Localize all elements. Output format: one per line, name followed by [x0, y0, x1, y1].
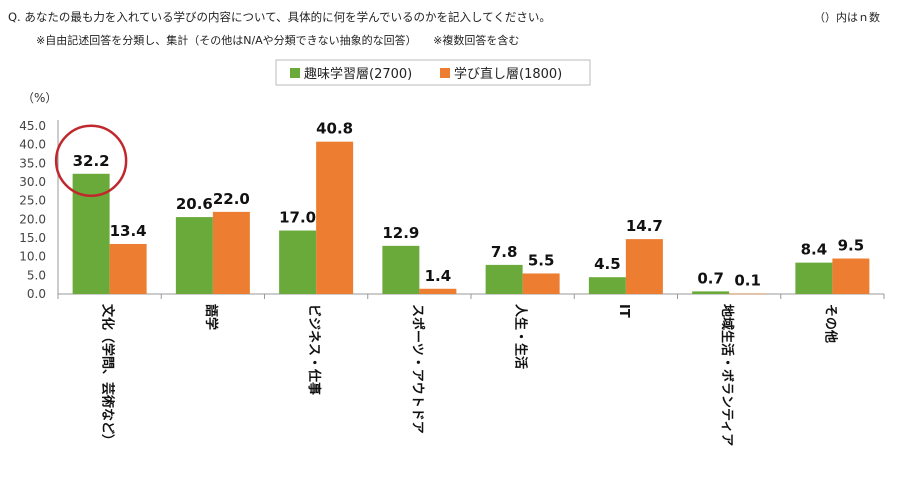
y-tick-label: 40.0 — [19, 138, 46, 152]
y-tick-label: 15.0 — [19, 231, 46, 245]
bar — [692, 291, 730, 294]
bar — [419, 288, 457, 294]
bar — [279, 230, 317, 294]
question-text: Q. あなたの最も力を入れている学びの内容について、具体的に何を学んでいるのかを… — [8, 10, 551, 24]
legend-swatch — [440, 68, 450, 78]
x-category-label: その他 — [822, 304, 838, 343]
bar — [485, 264, 523, 294]
sample-size-note: （）内はｎ数 — [814, 11, 880, 24]
data-label: 40.8 — [316, 120, 353, 138]
bar — [832, 258, 870, 294]
bar — [795, 262, 833, 294]
bar — [175, 217, 213, 294]
bar — [109, 243, 147, 294]
x-category-label: IT — [616, 304, 631, 318]
x-category-label: 地域生活・ボランティア — [719, 304, 735, 446]
bar — [212, 211, 250, 294]
bar — [588, 277, 626, 294]
data-label: 4.5 — [594, 255, 621, 273]
bar — [382, 245, 420, 294]
data-label: 22.0 — [213, 190, 250, 208]
legend-box — [275, 59, 591, 86]
data-label: 13.4 — [110, 222, 147, 240]
data-label: 0.7 — [697, 269, 724, 287]
legend-label: 学び直し層(1800) — [454, 66, 562, 82]
legend-swatch — [290, 68, 300, 78]
y-tick-label: 5.0 — [27, 268, 46, 282]
y-tick-label: 0.0 — [27, 287, 46, 301]
legend-label: 趣味学習層(2700) — [304, 66, 412, 82]
data-label: 1.4 — [425, 267, 452, 285]
data-label: 0.1 — [734, 272, 761, 290]
data-label: 14.7 — [626, 217, 663, 235]
bar — [729, 293, 767, 295]
x-category-label: スポーツ・アウトドア — [409, 304, 425, 434]
bar — [522, 273, 560, 294]
y-axis-unit-label: （%） — [22, 91, 57, 105]
x-category-label: 人生・生活 — [513, 304, 529, 369]
data-label: 8.4 — [801, 241, 828, 259]
bar — [625, 239, 663, 294]
data-label: 12.9 — [382, 224, 419, 242]
y-tick-label: 35.0 — [19, 156, 46, 170]
highlight-circle — [54, 124, 128, 198]
x-category-label: 語学 — [203, 304, 219, 330]
data-label: 32.2 — [73, 152, 110, 170]
data-label: 20.6 — [176, 195, 213, 213]
bar — [316, 141, 354, 294]
x-category-label: ビジネス・仕事 — [306, 304, 322, 395]
y-tick-label: 20.0 — [19, 212, 46, 226]
y-tick-label: 10.0 — [19, 250, 46, 264]
data-label: 9.5 — [838, 237, 865, 255]
data-label: 7.8 — [491, 243, 518, 261]
bar — [72, 173, 110, 294]
y-tick-label: 30.0 — [19, 175, 46, 189]
y-tick-label: 25.0 — [19, 194, 46, 208]
y-tick-label: 45.0 — [19, 119, 46, 133]
x-category-label: 文化（学問、芸術など） — [100, 304, 116, 447]
data-label: 17.0 — [279, 209, 316, 227]
method-note: ※自由記述回答を分類し、集計（その他はN/Aや分類できない抽象的な回答） ※複数… — [36, 34, 520, 47]
data-label: 5.5 — [528, 251, 555, 269]
